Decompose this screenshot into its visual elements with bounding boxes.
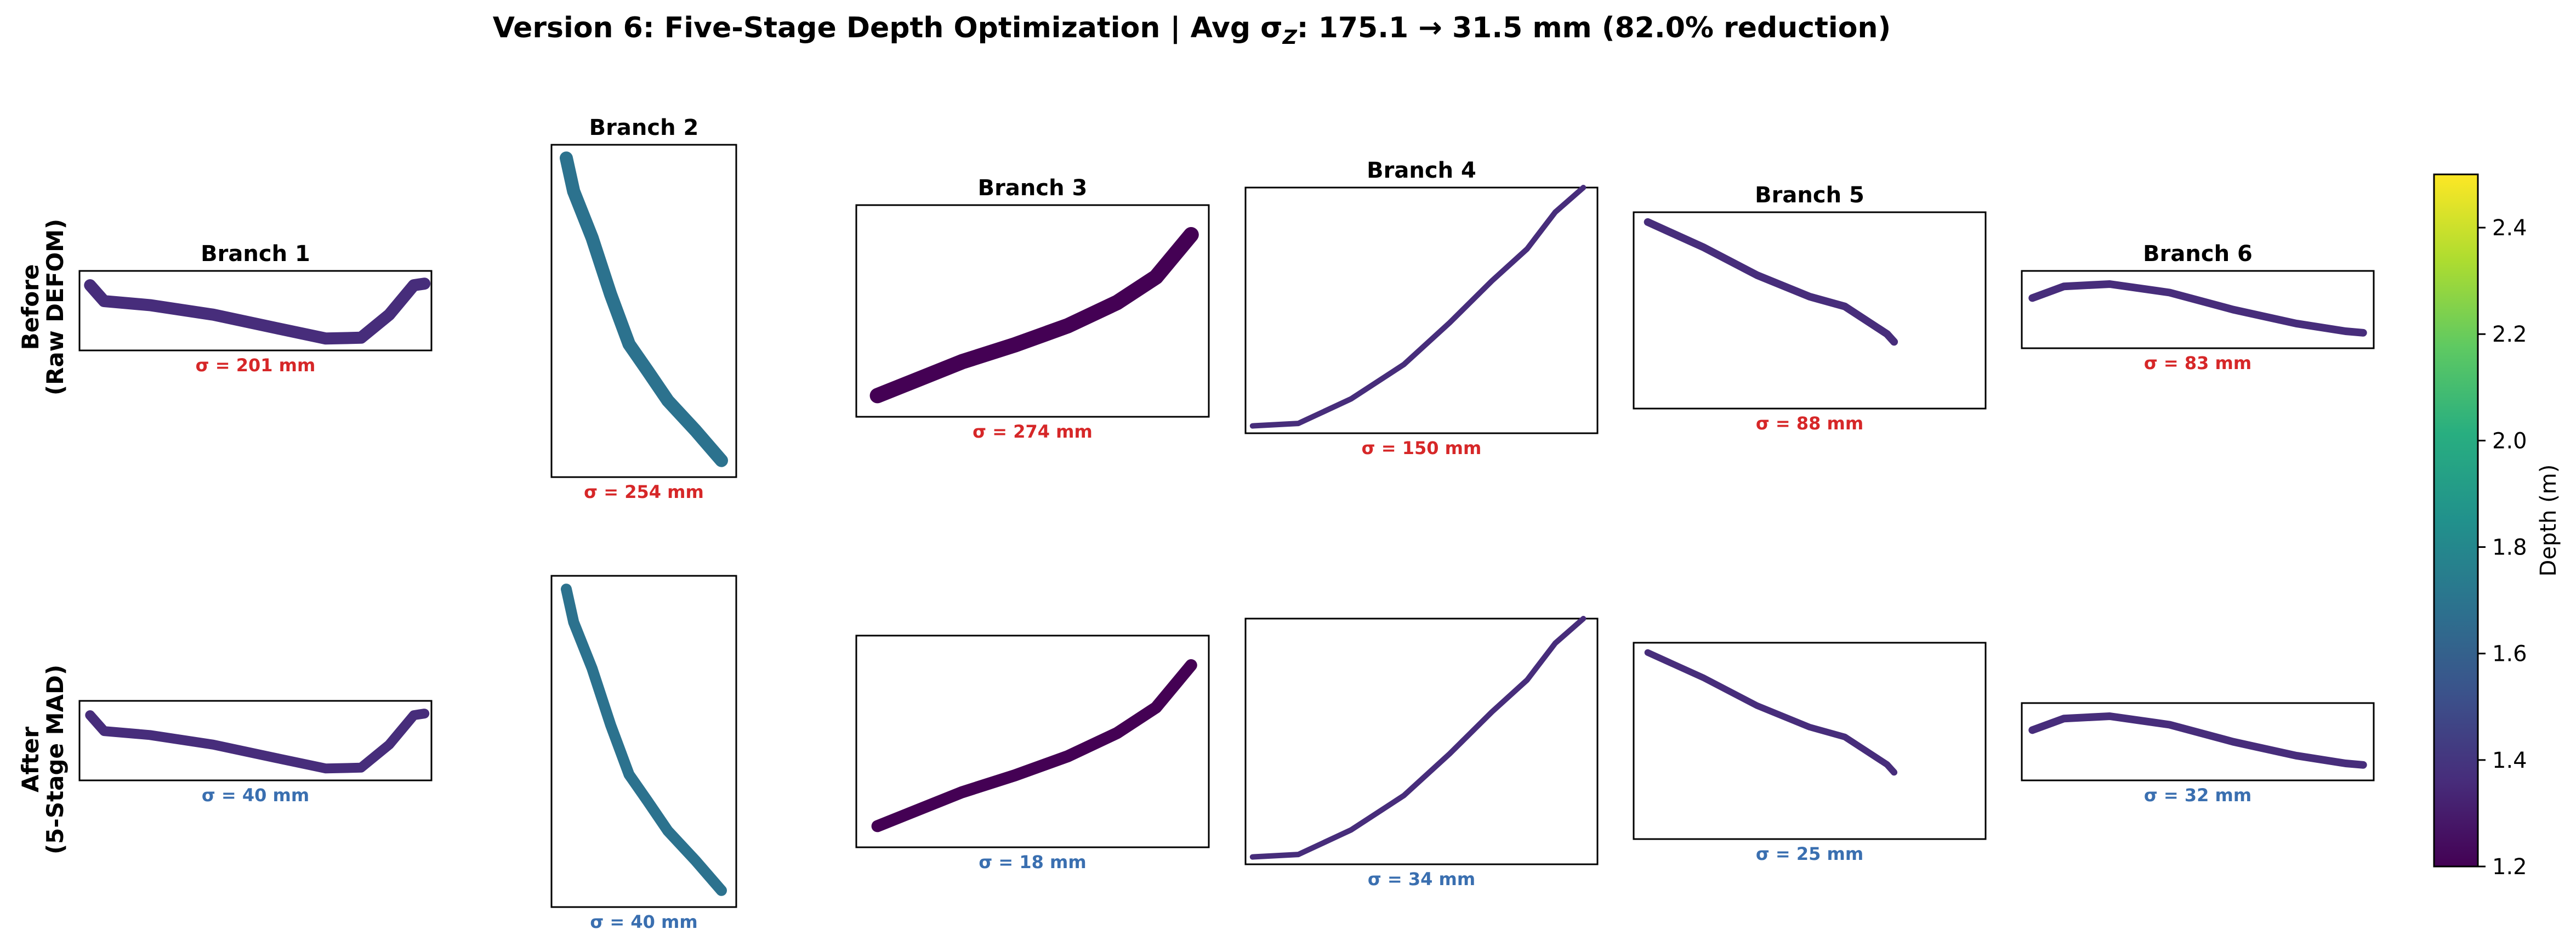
branch-panel-6: σ = 83 mm Branch 6 σ = 32 mm <box>2021 241 2375 806</box>
branch-panel-3: σ = 274 mm Branch 3 σ = 18 mm <box>855 175 1210 873</box>
row-label-after: After (5-Stage MAD) <box>17 665 69 854</box>
axes-after <box>1244 618 1599 865</box>
axes-before <box>1633 211 1987 410</box>
colorbar: 1.2 1.4 1.6 1.8 2.0 2.2 2.4 Depth (m) <box>2433 173 2561 880</box>
sigma-label-after: σ = 32 mm <box>2144 785 2251 806</box>
sigma-label-before: σ = 201 mm <box>196 355 316 376</box>
axes-after <box>550 575 737 908</box>
branch-points-after <box>1249 616 1586 860</box>
sigma-label-after: σ = 18 mm <box>979 852 1086 873</box>
colorbar-ticks: 1.2 1.4 1.6 1.8 2.0 2.2 2.4 <box>2478 216 2527 880</box>
branch-points-before <box>869 227 1199 404</box>
sigma-label-after: σ = 40 mm <box>590 911 697 932</box>
sigma-label-after: σ = 34 mm <box>1368 869 1475 890</box>
branch-points-before <box>1644 218 1898 346</box>
branch-points-before <box>84 277 431 345</box>
colorbar-tick-label: 2.0 <box>2492 428 2527 454</box>
sigma-label-before: σ = 83 mm <box>2144 353 2251 373</box>
sigma-label-before: σ = 150 mm <box>1362 438 1482 458</box>
branch-title: Branch 2 <box>589 115 699 140</box>
branch-points-after <box>1644 649 1898 776</box>
axes-before <box>78 270 433 352</box>
row-label-before-line2: (Raw DEFOM) <box>42 219 69 395</box>
row-label-after-line2: (5-Stage MAD) <box>42 665 69 854</box>
colorbar-tick-label: 1.8 <box>2492 535 2527 560</box>
branch-points-before <box>1249 185 1586 429</box>
sigma-label-after: σ = 25 mm <box>1756 843 1863 864</box>
figure-title: Version 6: Five-Stage Depth Optimization… <box>493 12 1891 49</box>
sigma-label-after: σ = 40 mm <box>202 785 309 806</box>
branch-points-after <box>2028 712 2367 769</box>
panels: σ = 201 mm Branch 1 σ = 40 mm σ = 254 mm Bra… <box>78 115 2375 932</box>
axes-after <box>78 700 433 781</box>
branch-title: Branch 6 <box>2143 241 2253 267</box>
branch-title: Branch 4 <box>1367 158 1476 183</box>
sigma-label-before: σ = 274 mm <box>973 421 1093 442</box>
branch-points-before <box>2028 280 2367 337</box>
branch-title: Branch 3 <box>978 175 1088 201</box>
colorbar-gradient <box>2433 173 2479 868</box>
branch-panel-1: σ = 201 mm Branch 1 σ = 40 mm <box>78 241 433 806</box>
branch-panel-5: σ = 88 mm Branch 5 σ = 25 mm <box>1633 183 1987 864</box>
colorbar-tick-label: 1.2 <box>2492 854 2527 880</box>
colorbar-label: Depth (m) <box>2536 464 2561 577</box>
colorbar-tick-label: 1.4 <box>2492 748 2527 773</box>
colorbar-tick-label: 2.4 <box>2492 216 2527 241</box>
branch-title: Branch 5 <box>1755 183 1864 208</box>
branch-panel-4: σ = 150 mm Branch 4 σ = 34 mm <box>1244 158 1599 890</box>
sigma-label-before: σ = 254 mm <box>584 482 704 502</box>
branch-points-before <box>560 151 728 467</box>
axes-before <box>1244 186 1599 434</box>
branch-points-after <box>85 709 430 774</box>
row-label-after-line1: After <box>17 727 44 792</box>
row-label-before: Before (Raw DEFOM) <box>17 219 69 395</box>
colorbar-tick-label: 1.6 <box>2492 642 2527 667</box>
branch-points-after <box>871 659 1197 832</box>
sigma-label-before: σ = 88 mm <box>1756 413 1863 434</box>
row-label-before-line1: Before <box>17 264 44 350</box>
branch-panel-2: σ = 254 mm Branch 2 σ = 40 mm <box>550 115 737 932</box>
branch-points-after <box>561 584 727 896</box>
colorbar-tick-label: 2.2 <box>2492 322 2527 347</box>
branch-title: Branch 1 <box>201 241 310 267</box>
